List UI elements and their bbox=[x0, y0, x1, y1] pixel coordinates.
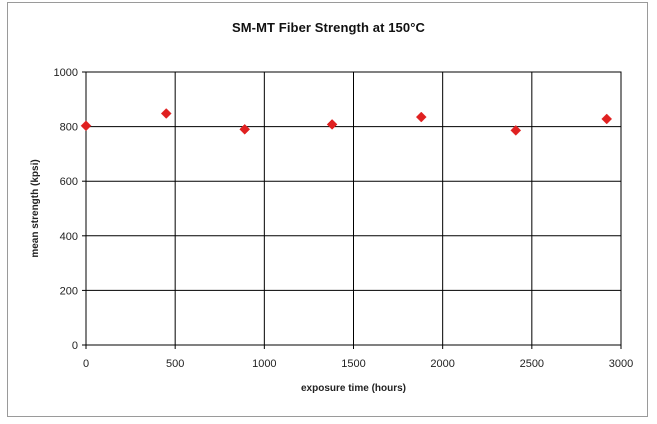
data-point-diamond bbox=[239, 123, 251, 135]
x-tick-label: 1000 bbox=[252, 358, 276, 370]
chart-frame bbox=[7, 2, 648, 417]
x-tick-label: 1500 bbox=[341, 358, 365, 370]
data-point-diamond bbox=[80, 120, 92, 132]
x-tick-label: 2000 bbox=[430, 358, 454, 370]
y-tick-label: 200 bbox=[60, 285, 78, 297]
x-axis-label: exposure time (hours) bbox=[301, 383, 406, 394]
data-point-diamond bbox=[601, 113, 613, 125]
data-point-diamond bbox=[326, 119, 338, 130]
y-tick-label: 800 bbox=[60, 122, 78, 134]
x-tick-label: 500 bbox=[166, 358, 184, 370]
x-tick-label: 2500 bbox=[520, 358, 544, 370]
y-tick-label: 600 bbox=[60, 176, 78, 188]
data-points bbox=[80, 108, 613, 136]
grid-lines bbox=[86, 72, 621, 345]
data-point-diamond bbox=[510, 125, 522, 136]
y-tick-label: 400 bbox=[60, 231, 78, 243]
x-tick-label: 3000 bbox=[609, 358, 633, 370]
chart-title: SM-MT Fiber Strength at 150°C bbox=[231, 20, 425, 35]
y-axis-label: mean strength (kpsi) bbox=[30, 159, 41, 257]
data-point-diamond bbox=[415, 111, 427, 123]
x-tick-label: 0 bbox=[83, 358, 89, 370]
y-tick-label: 1000 bbox=[54, 67, 78, 79]
y-axis-ticks: 0 200 400 600 800 1000 bbox=[54, 67, 86, 352]
data-point-diamond bbox=[160, 108, 172, 119]
y-tick-label: 0 bbox=[72, 340, 78, 352]
x-axis-ticks: 0 500 1000 1500 2000 2500 3000 bbox=[83, 345, 633, 370]
